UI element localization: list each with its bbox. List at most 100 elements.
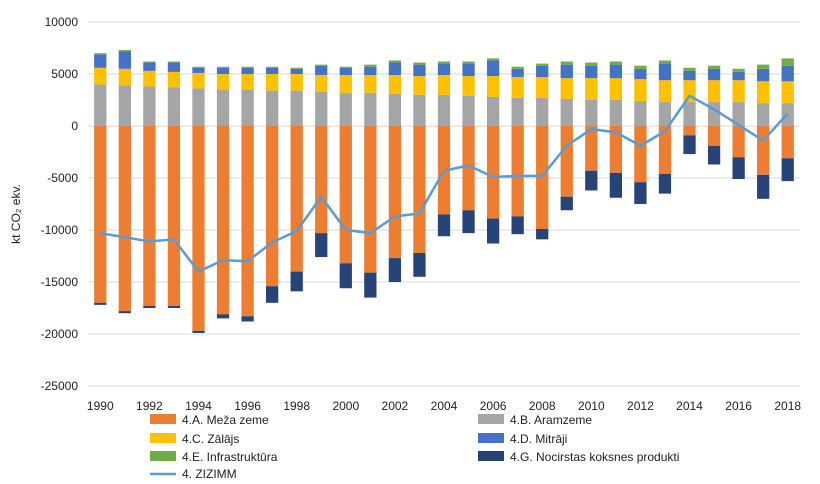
- x-tick-label: 1992: [136, 399, 163, 413]
- bar-2005-series-0: [462, 126, 475, 211]
- bar-1994-series-0: [192, 126, 205, 331]
- bar-2000-series-3: [339, 67, 352, 76]
- x-tick-label: 2018: [774, 399, 801, 413]
- bar-2003-series-3: [413, 64, 426, 77]
- bar-1993-series-2: [167, 71, 181, 88]
- bar-1994-series-1: [192, 88, 205, 126]
- legend-swatch: [150, 414, 176, 424]
- bar-2010-series-4: [585, 62, 598, 66]
- bar-1998-series-0: [290, 126, 303, 272]
- bars: [94, 50, 794, 333]
- bar-1998-series-5: [290, 271, 303, 292]
- bar-2009-series-2: [560, 78, 573, 99]
- bar-1990-series-4: [94, 53, 107, 55]
- bar-2000-series-1: [339, 92, 352, 126]
- bar-1994-series-3: [192, 67, 205, 73]
- bar-2000-series-4: [339, 66, 352, 68]
- legend-swatch: [150, 451, 176, 461]
- bar-1990-series-1: [94, 84, 107, 126]
- bar-2005-series-5: [462, 210, 475, 234]
- bar-1990-series-0: [94, 126, 107, 303]
- bar-2002-series-3: [388, 62, 402, 76]
- legend-swatch: [150, 433, 176, 443]
- bar-1993-series-1: [167, 87, 181, 126]
- bar-2004-series-4: [437, 61, 451, 64]
- bar-1993-series-3: [167, 62, 181, 72]
- bar-1999-series-3: [315, 65, 328, 76]
- bar-2010-series-2: [585, 78, 598, 100]
- bar-1990-series-5: [94, 302, 107, 305]
- bar-2016-series-3: [732, 71, 745, 81]
- legend-swatch: [478, 414, 504, 424]
- x-tick-label: 2010: [578, 399, 605, 413]
- bar-1994-series-4: [192, 66, 205, 68]
- bar-2007-series-5: [511, 216, 524, 235]
- bar-2001-series-4: [364, 64, 377, 67]
- bar-2008-series-5: [536, 228, 549, 240]
- bar-2007-series-3: [511, 68, 524, 78]
- bar-2011-series-1: [609, 100, 622, 126]
- bar-1991-series-0: [118, 126, 131, 312]
- bar-2005-series-2: [462, 76, 475, 96]
- bar-1997-series-2: [266, 74, 279, 91]
- bar-2004-series-2: [437, 75, 451, 95]
- bar-1995-series-4: [216, 66, 230, 68]
- bar-2013-series-1: [658, 102, 672, 126]
- bar-2005-series-3: [462, 63, 475, 77]
- bar-2015-series-3: [707, 68, 721, 81]
- x-tick-label: 1998: [283, 399, 310, 413]
- bar-1998-series-1: [290, 90, 303, 126]
- legend-label: 4. ZIZIMM: [182, 467, 237, 481]
- bar-2008-series-1: [536, 97, 549, 126]
- bar-2016-series-4: [732, 68, 745, 72]
- bar-2016-series-5: [732, 157, 745, 180]
- bar-2000-series-2: [339, 75, 352, 93]
- bar-2013-series-5: [658, 173, 672, 194]
- bar-2012-series-4: [634, 65, 647, 69]
- bar-1992-series-3: [143, 62, 156, 71]
- y-tick-label: -25000: [41, 379, 79, 393]
- bar-1997-series-5: [266, 286, 279, 303]
- bar-2002-series-1: [388, 93, 402, 126]
- bar-2004-series-1: [437, 94, 451, 126]
- bar-2011-series-2: [609, 78, 622, 100]
- bar-1999-series-1: [315, 91, 328, 126]
- x-tick-label: 1996: [234, 399, 261, 413]
- bar-2006-series-3: [486, 60, 500, 77]
- bar-1997-series-4: [266, 66, 279, 68]
- bar-1992-series-4: [143, 61, 156, 63]
- bar-2013-series-3: [658, 63, 672, 81]
- bar-2001-series-5: [364, 272, 377, 298]
- bar-2012-series-2: [634, 79, 647, 102]
- bar-2017-series-0: [757, 126, 770, 175]
- bar-2014-series-5: [683, 135, 696, 155]
- bar-2017-series-5: [757, 174, 770, 199]
- bar-2006-series-1: [486, 96, 500, 126]
- bar-2004-series-3: [437, 63, 451, 76]
- x-tick-label: 1994: [185, 399, 212, 413]
- bar-2014-series-4: [683, 67, 696, 71]
- x-tick-label: 2006: [480, 399, 507, 413]
- y-tick-label: 5000: [51, 67, 78, 81]
- bar-2001-series-2: [364, 75, 377, 93]
- bar-2006-series-0: [486, 126, 500, 219]
- bar-1999-series-2: [315, 75, 328, 92]
- bar-1993-series-0: [167, 126, 181, 306]
- bar-2007-series-4: [511, 66, 524, 69]
- bar-1996-series-4: [241, 66, 254, 68]
- bar-1995-series-5: [216, 314, 230, 319]
- bar-1993-series-5: [167, 305, 181, 308]
- bar-1997-series-1: [266, 90, 279, 126]
- x-tick-label: 2008: [529, 399, 556, 413]
- bar-1996-series-5: [241, 316, 254, 322]
- bar-2003-series-1: [413, 94, 426, 126]
- bar-1991-series-3: [118, 51, 131, 69]
- bar-1996-series-1: [241, 89, 254, 126]
- bar-2010-series-5: [585, 170, 598, 191]
- bar-2007-series-0: [511, 126, 524, 217]
- legend-swatch: [478, 451, 504, 461]
- bar-2007-series-2: [511, 77, 524, 98]
- y-tick-label: -10000: [41, 223, 79, 237]
- bar-2010-series-3: [585, 65, 598, 79]
